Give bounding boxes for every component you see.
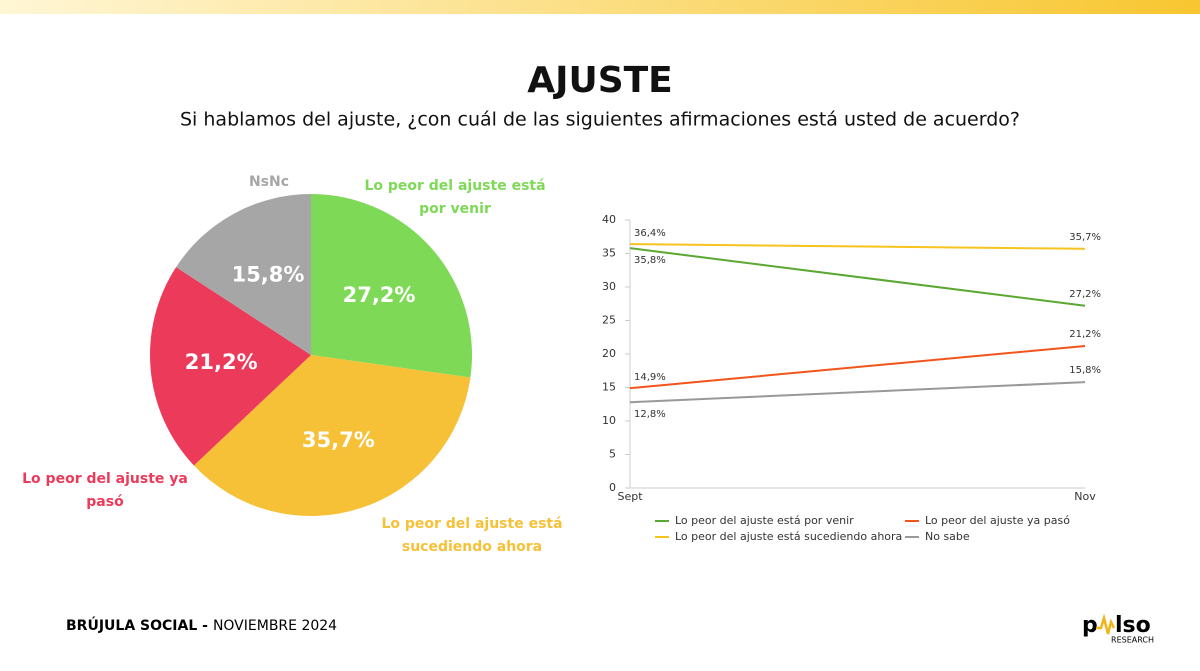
category-label: Lo peor del ajuste está sucediendo ahora xyxy=(381,516,563,555)
slice-value-label: 15,8% xyxy=(232,263,305,287)
footer: BRÚJULA SOCIAL - NOVIEMBRE 2024 xyxy=(66,616,337,634)
data-label: 21,2% xyxy=(1069,329,1101,340)
y-tick-label: 30 xyxy=(602,280,616,293)
legend-label: No sabe xyxy=(925,530,970,543)
slice-value-label: 27,2% xyxy=(343,283,416,307)
top-bar xyxy=(0,0,1200,14)
data-label: 15,8% xyxy=(1069,365,1101,376)
data-label: 12,8% xyxy=(634,409,666,420)
y-tick-label: 25 xyxy=(602,314,616,327)
legend-label: Lo peor del ajuste está por venir xyxy=(675,514,854,527)
x-tick-label: Nov xyxy=(1074,490,1096,503)
category-label-box: Lo peor del ajuste ya pasó xyxy=(22,471,188,510)
series-line xyxy=(629,381,1086,404)
y-tick-label: 40 xyxy=(602,213,616,226)
logo-right: lso xyxy=(1115,613,1151,638)
logo-tagline: RESEARCH xyxy=(1111,636,1154,645)
series-line xyxy=(629,344,1086,390)
logo-left: p xyxy=(1082,613,1098,638)
data-label: 35,7% xyxy=(1069,232,1101,243)
category-label-box: Lo peor del ajuste está por venir xyxy=(364,178,546,217)
category-label: NsNc xyxy=(248,174,290,190)
footer-bold: BRÚJULA SOCIAL - xyxy=(66,616,208,634)
y-tick-label: 20 xyxy=(602,347,616,360)
series-line xyxy=(629,247,1086,307)
category-label-box: NsNc xyxy=(248,174,290,190)
category-label-box: Lo peor del ajuste está sucediendo ahora xyxy=(381,516,563,555)
pie-slice xyxy=(150,267,311,466)
slice-value-label: 21,2% xyxy=(185,350,258,374)
footer-date: NOVIEMBRE 2024 xyxy=(213,618,337,634)
slice-value-label: 35,7% xyxy=(302,428,375,452)
y-tick-label: 5 xyxy=(609,448,616,461)
series-line xyxy=(629,243,1086,250)
y-tick-label: 10 xyxy=(602,414,616,427)
y-tick-label: 15 xyxy=(602,381,616,394)
y-tick-label: 35 xyxy=(602,247,616,260)
data-label: 14,9% xyxy=(634,372,666,383)
data-label: 36,4% xyxy=(634,228,666,239)
x-tick-label: Sept xyxy=(617,490,643,503)
data-label: 35,8% xyxy=(634,255,666,266)
logo: p lso RESEARCH xyxy=(1082,613,1154,645)
legend-label: Lo peor del ajuste ya pasó xyxy=(925,514,1070,527)
pie-slice xyxy=(311,194,472,378)
subtitle: Si hablamos del ajuste, ¿con cuál de las… xyxy=(180,109,1020,131)
pie-slice xyxy=(193,355,471,517)
title: AJUSTE xyxy=(527,60,673,101)
category-label: Lo peor del ajuste ya pasó xyxy=(22,471,188,510)
logo-pulse xyxy=(1096,613,1116,635)
y-tick-label: 0 xyxy=(609,481,616,494)
category-label: Lo peor del ajuste está por venir xyxy=(364,178,546,217)
legend-label: Lo peor del ajuste está sucediendo ahora xyxy=(675,530,902,543)
pie-slice xyxy=(176,194,311,355)
data-label: 27,2% xyxy=(1069,289,1101,300)
